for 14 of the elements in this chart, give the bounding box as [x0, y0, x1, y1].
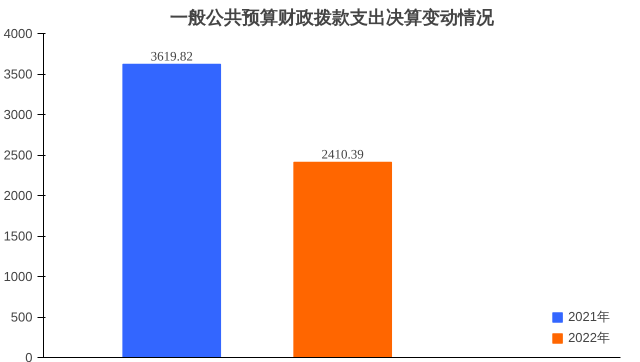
y-tick-label: 4000 — [4, 26, 32, 41]
y-tick-label: 3500 — [4, 66, 32, 82]
chart-title: 一般公共预算财政拨款支出决算变动情况 — [170, 8, 495, 28]
y-tick-label: 1000 — [4, 269, 32, 284]
y-tick-label: 3000 — [4, 107, 32, 122]
y-tick-label: 500 — [10, 310, 33, 324]
legend-label: 2022年 — [568, 329, 610, 347]
y-tick-label: 2500 — [4, 148, 32, 162]
data-label: 3619.82 — [150, 48, 193, 64]
y-tick-label: 2000 — [4, 188, 32, 203]
y-tick-label: 0 — [25, 350, 33, 362]
data-label: 2410.39 — [322, 146, 364, 162]
y-tick-label: 1500 — [4, 228, 32, 244]
legend-label: 2021年 — [568, 308, 610, 326]
